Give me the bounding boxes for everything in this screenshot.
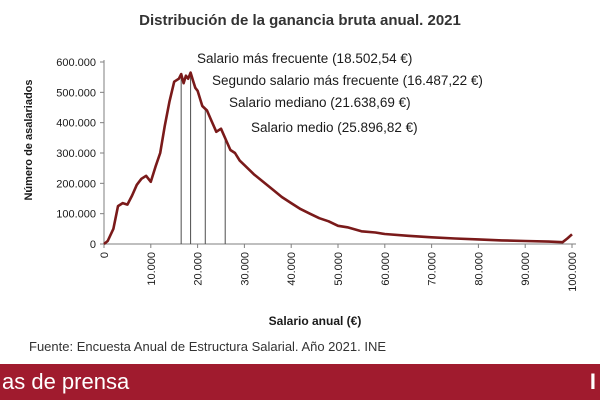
x-tick-label: 0 <box>99 252 111 258</box>
annotation-label: Salario más frecuente (18.502,54 €) <box>197 51 412 66</box>
banner-text: as de prensa <box>2 369 130 394</box>
y-tick-label: 200.000 <box>56 178 96 190</box>
annotation-label: Salario mediano (21.638,69 €) <box>229 95 411 110</box>
x-tick-label: 40.000 <box>286 252 298 286</box>
y-tick-label: 600.000 <box>56 57 96 69</box>
x-tick-label: 100.000 <box>567 252 579 292</box>
x-tick-label: 30.000 <box>239 252 251 286</box>
x-axis-label: Salario anual (€) <box>269 314 362 328</box>
annotation-label: Segundo salario más frecuente (16.487,22… <box>212 73 483 88</box>
chart-axes: 0 100.000 200.000 300.000 400.000 500.000 600.… <box>56 57 579 292</box>
banner-mark: I <box>589 369 596 394</box>
y-tick-label: 300.000 <box>56 148 96 160</box>
annotation-label: Salario medio (25.896,82 €) <box>251 120 418 135</box>
chart-title: Distribución de la ganancia bruta anual.… <box>139 12 461 29</box>
x-tick-label: 90.000 <box>520 252 532 286</box>
series-line <box>103 71 573 246</box>
annotations: Salario más frecuente (18.502,54 €) Segun… <box>180 51 483 244</box>
x-tick-label: 20.000 <box>193 252 205 286</box>
y-axis-label: Número de asalariados <box>23 79 35 200</box>
x-tick-label: 10.000 <box>146 252 158 286</box>
y-tick-label: 0 <box>90 239 96 251</box>
x-tick-label: 60.000 <box>380 252 392 286</box>
x-tick-label: 70.000 <box>427 252 439 286</box>
source-note: Fuente: Encuesta Anual de Estructura Sal… <box>29 339 386 354</box>
press-banner: as de prensa I <box>0 364 600 400</box>
x-tick-label: 50.000 <box>333 252 345 286</box>
x-tick-label: 80.000 <box>473 252 485 286</box>
y-tick-label: 400.000 <box>56 118 96 130</box>
y-tick-label: 500.000 <box>56 87 96 99</box>
y-tick-label: 100.000 <box>56 209 96 221</box>
